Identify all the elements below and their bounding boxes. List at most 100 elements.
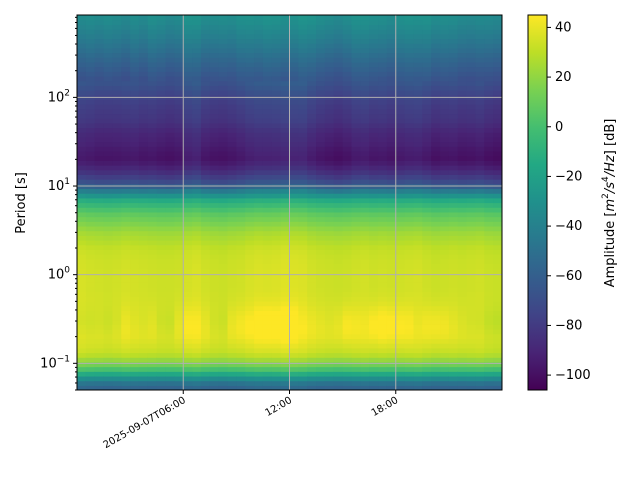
heat-cell [404,366,415,372]
heat-cell [342,319,353,325]
heat-cell [360,61,370,68]
heat-cell [254,230,264,236]
heat-cell [316,165,326,171]
heat-cell [298,104,308,110]
heat-cell [254,207,264,213]
heat-cell [431,324,441,330]
heat-cell [316,211,326,218]
heat-cell [121,385,131,390]
heat-cell [395,188,406,194]
heat-cell [147,291,158,297]
heat-cell [85,99,96,105]
heat-cell [245,380,255,386]
heat-cell [307,47,317,54]
heat-cell [386,361,397,368]
heat-cell [138,333,149,340]
heat-cell [307,277,317,283]
heat-cell [466,179,477,185]
heat-cell [475,296,485,302]
heat-cell [165,80,175,86]
heat-cell [457,127,468,133]
heat-cell [254,202,264,208]
heat-cell [174,61,184,68]
heat-cell [209,385,220,390]
heat-cell [271,361,282,368]
heat-cell [218,230,229,236]
heat-cell [209,80,220,86]
heat-cell [307,165,317,171]
heat-cell [209,272,220,279]
heat-cell [378,329,388,335]
heat-cell [413,33,423,40]
heat-cell [112,202,122,208]
heat-cell [422,57,432,63]
heat-cell [307,352,317,358]
heat-cell [448,188,459,194]
heat-cell [369,385,379,390]
heat-cell [147,211,158,218]
heat-cell [138,165,149,171]
heat-cell [165,230,175,236]
heat-cell [183,127,193,133]
heat-cell [448,366,459,372]
heat-cell [209,146,220,152]
heat-cell [165,71,175,77]
heat-cell [324,352,335,358]
heat-cell [342,272,353,279]
heat-cell [324,310,335,316]
heat-cell [200,268,211,274]
heat-cell [245,291,255,297]
heat-cell [475,371,485,377]
heat-cell [147,244,158,250]
heat-cell [440,127,450,133]
heat-cell [245,268,255,274]
heat-cell [298,57,308,63]
heat-cell [227,127,237,133]
heat-cell [298,132,308,138]
heat-cell [333,174,344,180]
heat-cell [378,52,388,58]
heat-cell [209,366,220,372]
heat-cell [493,118,502,124]
heat-cell [395,38,406,44]
heat-cell [333,329,344,335]
heat-cell [351,160,361,166]
heat-cell [227,385,237,390]
heat-cell [183,300,193,307]
heat-cell [431,80,441,86]
heat-cell [85,225,96,232]
heat-cell [94,324,105,330]
heat-cell [262,47,273,54]
heat-cell [360,357,370,363]
heat-cell [466,160,477,166]
heat-cell [130,366,140,372]
heat-cell [413,47,423,54]
heat-cell [156,375,167,382]
heat-cell [422,352,432,358]
heat-cell [280,361,291,368]
heat-cell [466,146,477,152]
heat-cell [147,47,158,54]
heat-cell [94,211,105,218]
heat-cell [192,165,202,171]
heat-cell [404,57,415,63]
heat-cell [165,305,175,311]
heat-cell [280,357,291,363]
heat-cell [360,282,370,288]
heat-cell [262,277,273,283]
heat-cell [192,99,202,105]
heat-cell [271,272,282,279]
heat-cell [342,202,353,208]
heat-cell [174,113,184,119]
heat-cell [271,66,282,72]
heat-cell [254,174,264,180]
heat-cell [289,136,299,143]
heat-cell [94,38,105,44]
heat-cell [316,371,326,377]
heat-cell [386,352,397,358]
heat-cell [333,99,344,105]
heat-cell [147,71,158,77]
heat-cell [307,188,317,194]
heat-cell [484,75,494,82]
heat-cell [307,207,317,213]
